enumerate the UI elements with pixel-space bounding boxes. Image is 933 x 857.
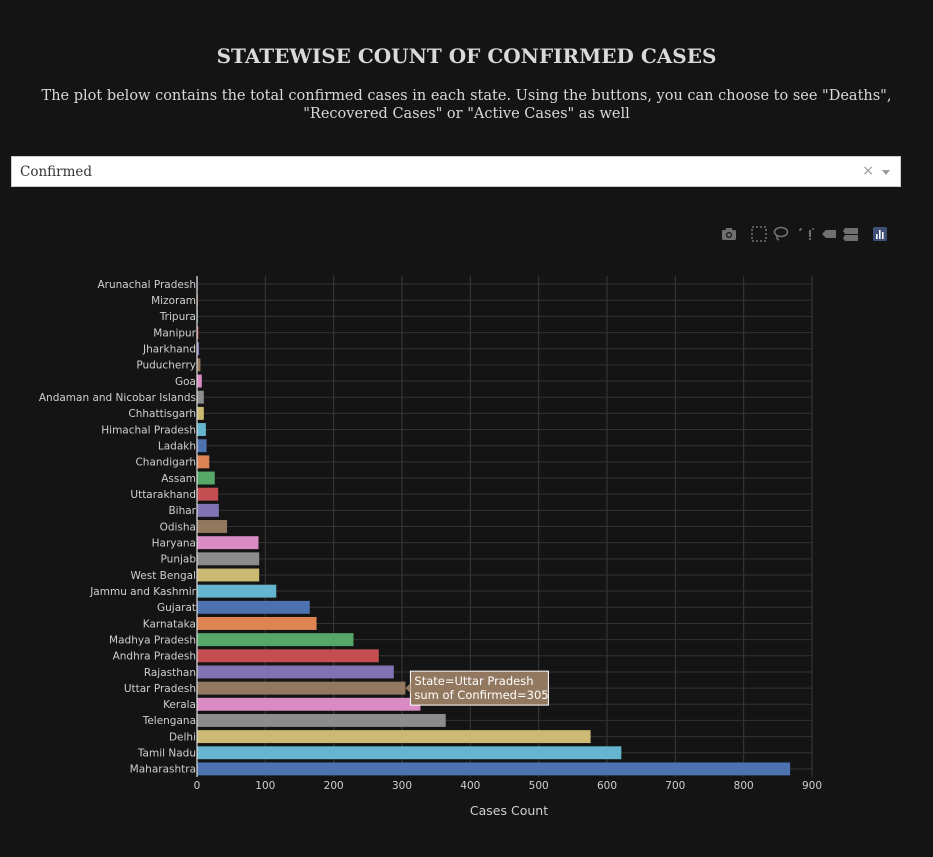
y-tick-label: Tamil Nadu: [137, 748, 196, 760]
x-tick-label: 800: [734, 780, 754, 792]
y-tick-label: Andaman and Nicobar Islands: [39, 392, 196, 404]
chevron-down-icon[interactable]: [882, 170, 890, 175]
x-tick-label: 500: [529, 780, 549, 792]
x-tick-label: 100: [255, 780, 275, 792]
y-tick-label: Haryana: [152, 537, 196, 549]
x-tick-label: 700: [665, 780, 685, 792]
y-tick-label: Odisha: [160, 521, 196, 533]
y-tick-label: Chandigarh: [135, 457, 196, 469]
page-title: STATEWISE COUNT OF CONFIRMED CASES: [216, 44, 717, 68]
x-axis-title: Cases Count: [470, 803, 548, 818]
bar[interactable]: [197, 520, 228, 533]
y-tick-label: Andhra Pradesh: [113, 651, 196, 663]
x-tick-label: 400: [460, 780, 480, 792]
y-tick-label: Uttarakhand: [130, 489, 196, 501]
bar[interactable]: [197, 552, 260, 566]
bar[interactable]: [197, 471, 215, 485]
bar[interactable]: [197, 568, 260, 582]
hover-tooltip: State=Uttar Pradesh sum of Confirmed=305: [405, 670, 549, 706]
bar[interactable]: [197, 390, 204, 404]
x-tick-label: 900: [802, 780, 822, 792]
y-tick-label: Himachal Pradesh: [101, 424, 196, 436]
y-tick-label: Telengana: [142, 715, 196, 727]
bar[interactable]: [197, 455, 210, 469]
autoscale-icon[interactable]: [798, 225, 816, 243]
y-tick-label: Delhi: [169, 731, 196, 743]
dropdown-selected-value: Confirmed: [20, 164, 93, 180]
bar[interactable]: [197, 730, 591, 744]
bar[interactable]: [197, 439, 207, 453]
y-tick-label: Kerala: [163, 699, 196, 711]
bar[interactable]: [197, 697, 421, 711]
camera-icon[interactable]: [720, 225, 738, 243]
bar[interactable]: [197, 713, 446, 727]
y-tick-label: Arunachal Pradesh: [97, 279, 196, 291]
y-tick-label: Rajasthan: [144, 667, 196, 679]
bar[interactable]: [197, 665, 394, 679]
bar[interactable]: [197, 600, 310, 614]
y-tick-label: Chhattisgarh: [128, 408, 196, 420]
bar[interactable]: [197, 649, 379, 663]
x-tick-labels: 0 100 200 300 400 500 600 700 800 900: [194, 780, 822, 792]
bar[interactable]: [197, 617, 317, 630]
metric-dropdown[interactable]: Confirmed ×: [11, 156, 901, 187]
y-tick-label: Uttar Pradesh: [124, 683, 196, 695]
clear-icon[interactable]: ×: [862, 163, 874, 179]
y-tick-label: Tripura: [159, 311, 196, 323]
bar[interactable]: [197, 374, 202, 388]
bar[interactable]: [197, 633, 354, 647]
y-tick-label: West Bengal: [131, 570, 197, 582]
bar[interactable]: [197, 681, 406, 695]
tooltip-line-2: sum of Confirmed=305: [414, 688, 548, 702]
tooltip-line-1: State=Uttar Pradesh: [414, 674, 533, 688]
hover-compare-icon[interactable]: [842, 225, 860, 243]
x-tick-label: 200: [324, 780, 344, 792]
plotly-logo-icon[interactable]: [872, 225, 888, 243]
y-tick-label: Puducherry: [136, 360, 196, 372]
y-tick-label: Mizoram: [151, 295, 196, 307]
y-tick-label: Karnataka: [143, 618, 196, 630]
hover-closest-icon[interactable]: [821, 225, 837, 243]
bar[interactable]: [197, 762, 791, 776]
page-subtitle: The plot below contains the total confir…: [41, 88, 892, 122]
bar[interactable]: [197, 746, 622, 760]
y-tick-label: Jammu and Kashmir: [89, 586, 196, 598]
y-tick-label: Gujarat: [157, 602, 196, 614]
x-tick-label: 600: [597, 780, 617, 792]
bar[interactable]: [197, 536, 259, 550]
bar[interactable]: [197, 584, 277, 598]
bar[interactable]: [197, 406, 204, 420]
y-tick-label: Jharkhand: [142, 344, 196, 356]
bar[interactable]: [197, 342, 200, 356]
bars: [197, 277, 791, 776]
tooltip-box: [409, 670, 549, 706]
bar[interactable]: [197, 326, 199, 340]
y-tick-label: Assam: [161, 473, 196, 485]
x-tick-label: 300: [392, 780, 412, 792]
y-tick-label: Goa: [175, 376, 196, 388]
y-tick-label: Ladakh: [158, 440, 196, 452]
bar[interactable]: [197, 487, 219, 501]
bar[interactable]: [197, 503, 219, 517]
lasso-icon[interactable]: [772, 225, 790, 243]
x-tick-label: 0: [194, 780, 201, 792]
y-tick-labels: Arunachal Pradesh Mizoram Tripura Manipur Jh…: [39, 279, 197, 776]
y-tick-label: Madhya Pradesh: [109, 634, 196, 646]
tooltip-pointer: [405, 683, 411, 694]
y-tick-label: Punjab: [161, 554, 197, 566]
bar[interactable]: [197, 358, 201, 372]
box-select-icon[interactable]: [750, 225, 768, 243]
bar[interactable]: [197, 423, 206, 436]
y-tick-label: Maharashtra: [130, 764, 196, 776]
y-tick-label: Manipur: [153, 327, 196, 339]
y-tick-label: Bihar: [168, 505, 196, 517]
